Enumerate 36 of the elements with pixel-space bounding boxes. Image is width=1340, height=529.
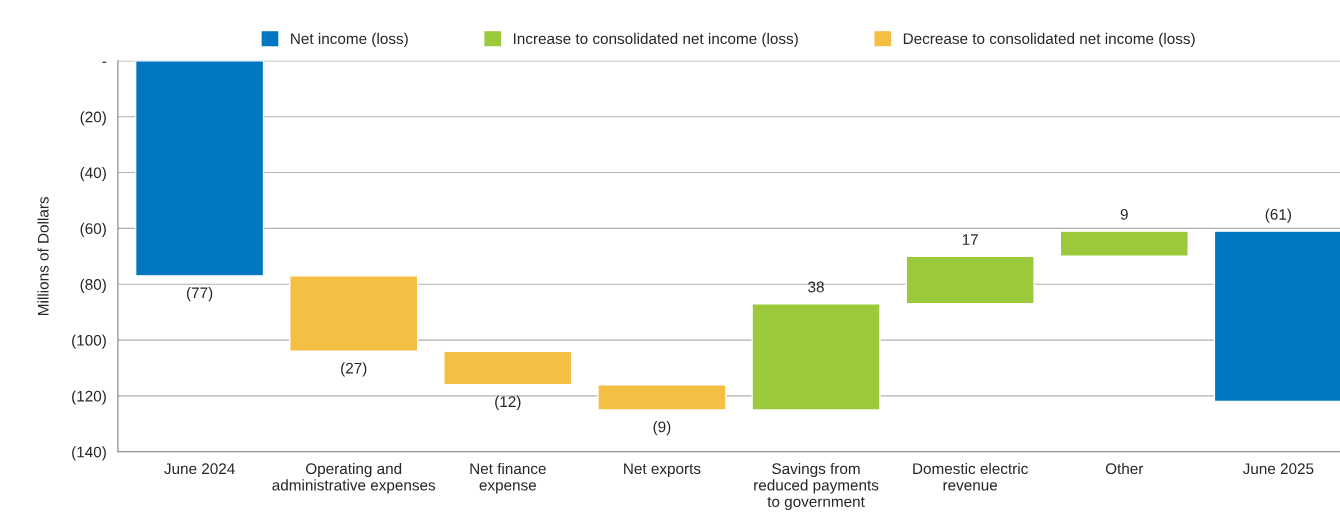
bar: [597, 384, 727, 411]
data-label: 38: [808, 281, 824, 293]
y-axis-title: Millions of Dollars: [37, 197, 49, 315]
x-tick-label: Domestic electric revenue: [913, 462, 1028, 491]
x-tick-label: Net exports: [624, 463, 701, 478]
data-label: (77): [186, 286, 213, 302]
legend-label: Increase to consolidated net income (loss): [513, 32, 798, 48]
bar: [443, 350, 573, 386]
bar: [751, 303, 881, 411]
y-tick-label: (140): [72, 446, 106, 461]
y-tick-label: (40): [80, 166, 106, 182]
y-tick-label: (60): [80, 222, 106, 238]
y-tick-label: (80): [80, 278, 106, 293]
data-label: (12): [495, 395, 521, 411]
bar: [905, 255, 1035, 305]
data-label: (61): [1265, 208, 1291, 223]
x-tick-label: Net finance expense: [470, 462, 546, 494]
y-tick-label: -: [102, 61, 107, 63]
bar: [289, 275, 419, 352]
legend-label: Net income (loss): [291, 32, 408, 48]
bar: [134, 60, 265, 277]
y-tick-label: (100): [72, 334, 106, 349]
data-label: (27): [341, 362, 367, 377]
legend-label: Decrease to consolidated net income (loss): [903, 32, 1195, 48]
x-tick-label: Operating and administrative expenses: [272, 462, 436, 494]
x-tick-label: Other: [1105, 462, 1144, 475]
data-label: 17: [962, 234, 978, 245]
y-tick-label: (20): [80, 111, 106, 126]
bar: [1059, 230, 1189, 257]
data-label: 9: [1120, 209, 1128, 220]
x-tick-label: June 2024: [164, 463, 235, 475]
bar: [1213, 230, 1340, 403]
x-tick-label: Savings from reduced payments to government: [754, 462, 879, 511]
data-label: (9): [653, 420, 671, 436]
x-tick-label: June 2025: [1242, 463, 1314, 475]
y-tick-label: (120): [72, 390, 106, 405]
